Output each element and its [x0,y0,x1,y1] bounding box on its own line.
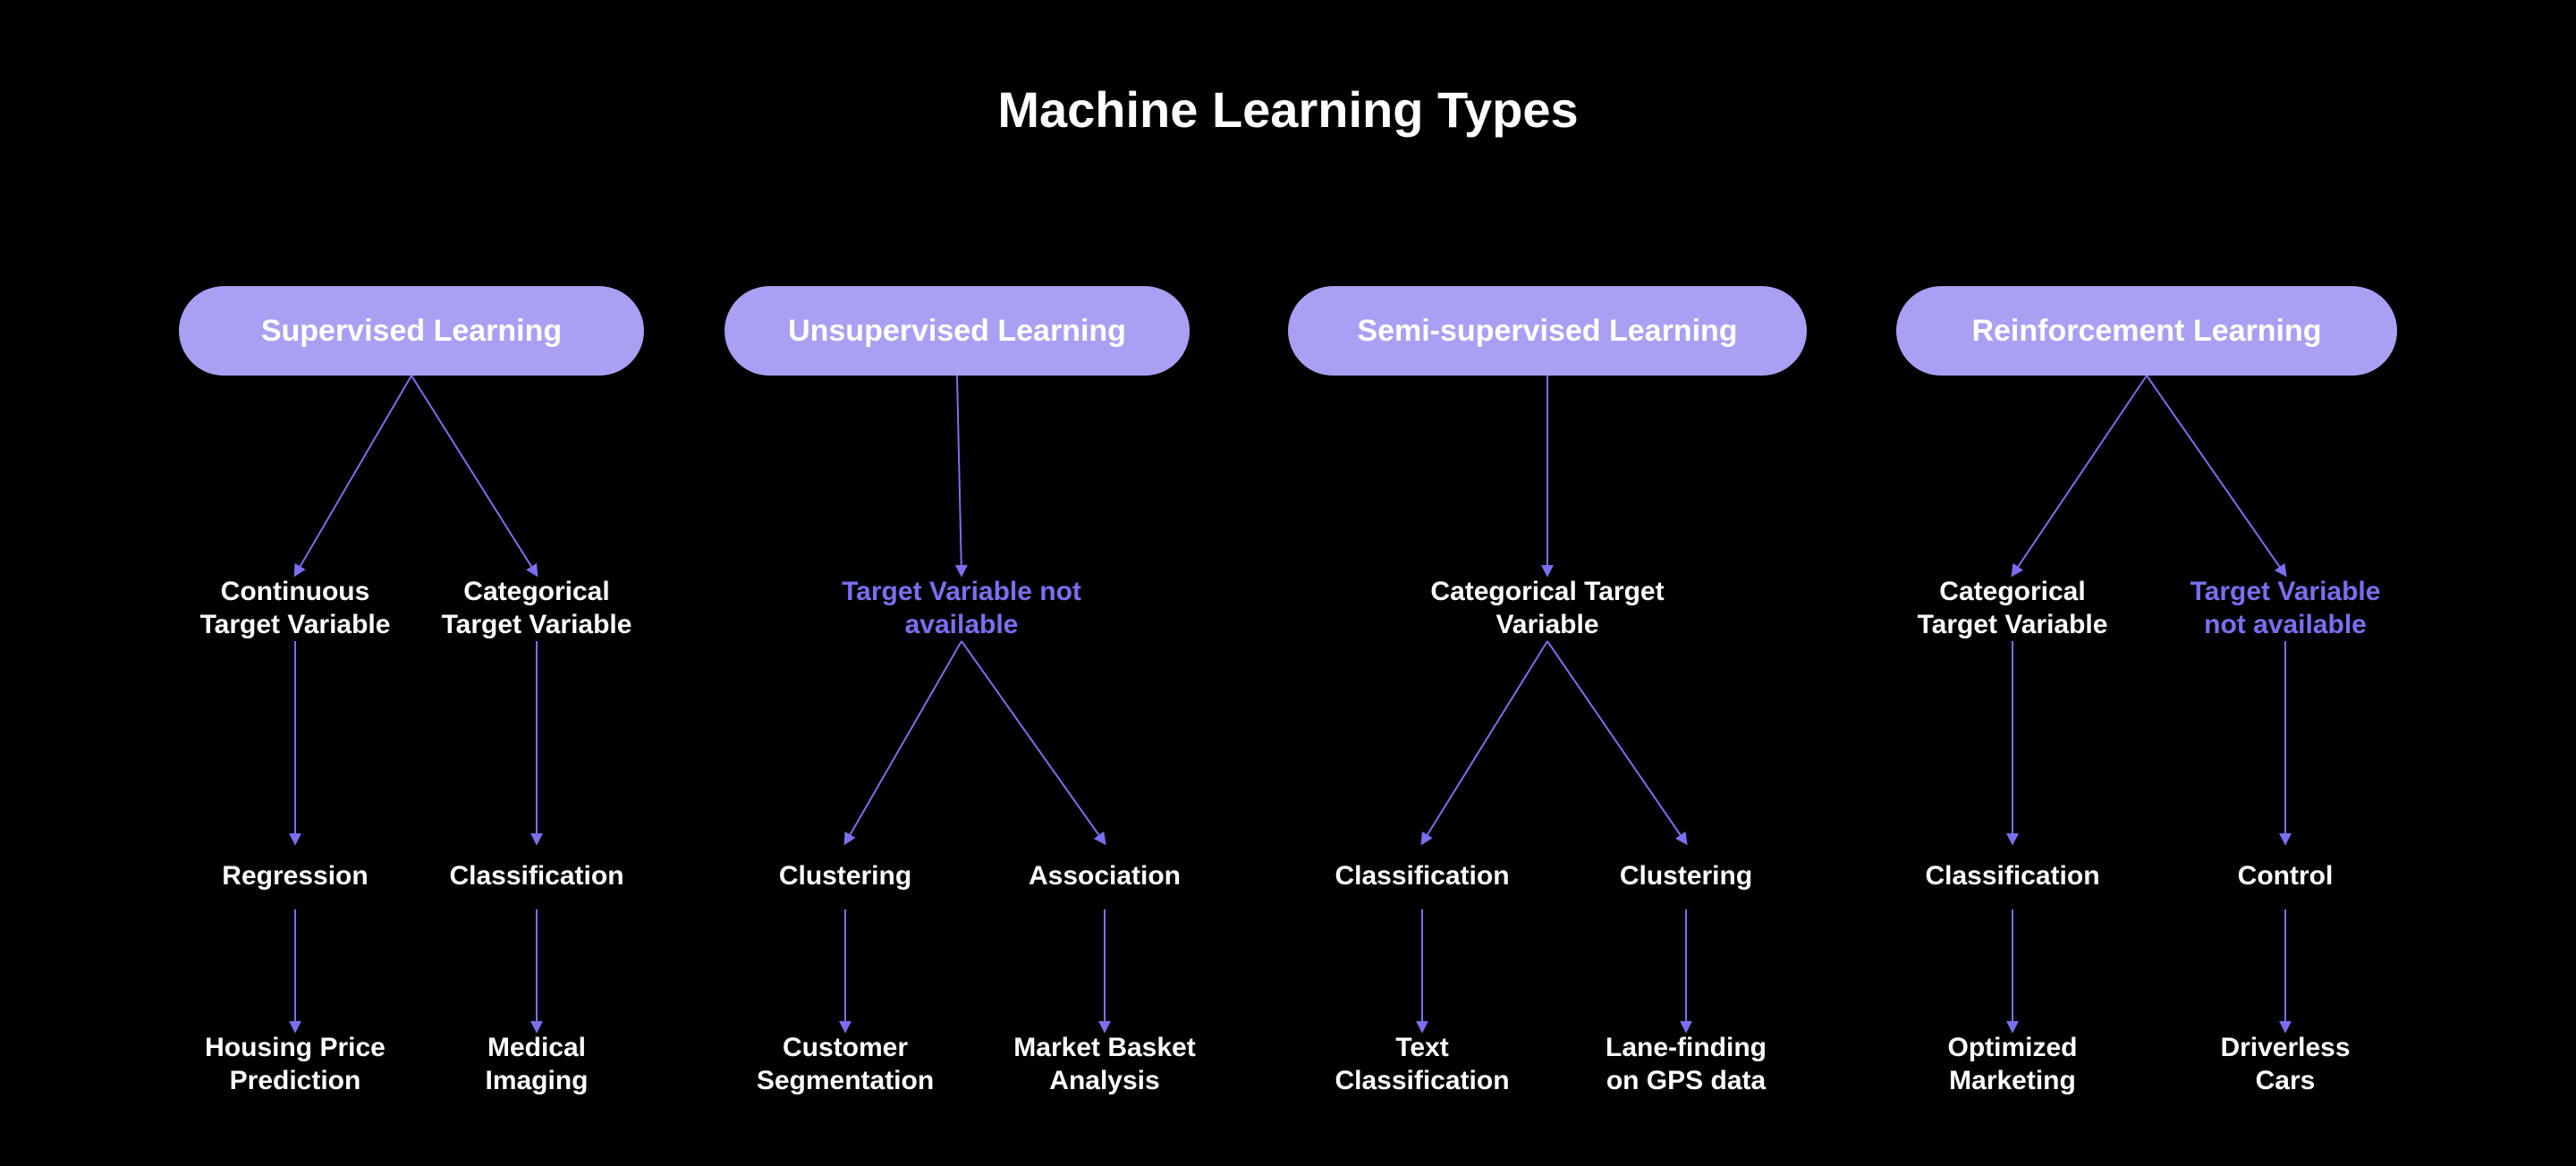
node-rl-cat: CategoricalTarget Variable [1878,568,2147,648]
node-lanefind: Lane-findingon GPS data [1552,1024,1820,1104]
edge-unsup-tv-to-clustering1 [845,641,962,843]
pill-reinforcement: Reinforcement Learning [1896,286,2397,376]
diagram-title: Machine Learning Types [0,80,2576,139]
node-unsup-tv: Target Variable notavailable [827,568,1096,648]
node-clustering2: Clustering [1552,836,1820,917]
edge-supervised-to-sup-cont [295,376,411,575]
diagram-stage: Machine Learning Types Supervised Learni… [0,0,2576,1166]
edge-supervised-to-sup-cat [411,376,537,575]
edge-semi-cat-to-classif2 [1422,641,1547,843]
node-classif3: Classification [1878,836,2147,917]
node-rl-tv: Target Variablenot available [2151,568,2419,648]
node-regression: Regression [161,836,429,917]
pill-unsupervised: Unsupervised Learning [724,286,1190,376]
node-medimg: MedicalImaging [402,1024,671,1104]
edge-reinforcement-to-rl-cat [2012,376,2147,575]
node-classif1: Classification [402,836,671,917]
edge-unsup-tv-to-assoc [962,641,1105,843]
node-sup-cat: CategoricalTarget Variable [402,568,671,648]
edge-semi-cat-to-clustering2 [1547,641,1686,843]
pill-supervised: Supervised Learning [179,286,644,376]
edge-unsupervised-to-unsup-tv [957,376,962,575]
node-sup-cont: ContinuousTarget Variable [161,568,429,648]
pill-semisupervised: Semi-supervised Learning [1288,286,1807,376]
node-housing: Housing PricePrediction [161,1024,429,1104]
node-driverless: DriverlessCars [2151,1024,2419,1104]
edge-reinforcement-to-rl-tv [2147,376,2285,575]
node-custseg: CustomerSegmentation [711,1024,979,1104]
node-optmkt: OptimizedMarketing [1878,1024,2147,1104]
node-market: Market BasketAnalysis [970,1024,1239,1104]
node-control: Control [2151,836,2419,917]
node-classif2: Classification [1288,836,1556,917]
node-clustering1: Clustering [711,836,979,917]
node-assoc: Association [970,836,1239,917]
node-textclass: TextClassification [1288,1024,1556,1104]
node-semi-cat: Categorical Target Variable [1413,568,1682,648]
